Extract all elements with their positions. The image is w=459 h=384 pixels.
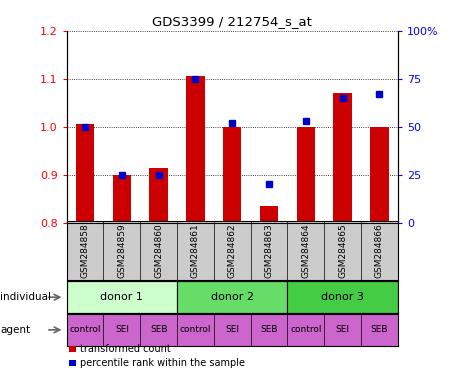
- Bar: [69, 360, 76, 366]
- Text: GSM284860: GSM284860: [154, 223, 163, 278]
- Text: control: control: [179, 325, 211, 334]
- Text: SEI: SEI: [225, 325, 239, 334]
- Text: GSM284861: GSM284861: [190, 223, 200, 278]
- Bar: [67, 281, 177, 313]
- Bar: [177, 281, 287, 313]
- Bar: [186, 76, 204, 384]
- Title: GDS3399 / 212754_s_at: GDS3399 / 212754_s_at: [152, 15, 312, 28]
- Text: GSM284865: GSM284865: [337, 223, 347, 278]
- Text: control: control: [69, 325, 101, 334]
- Text: GSM284862: GSM284862: [227, 223, 236, 278]
- Text: individual: individual: [0, 292, 51, 302]
- Text: control: control: [290, 325, 321, 334]
- Text: agent: agent: [0, 325, 30, 335]
- Text: SEB: SEB: [260, 325, 277, 334]
- Bar: [149, 167, 168, 384]
- Text: SEI: SEI: [115, 325, 129, 334]
- Bar: [69, 346, 76, 352]
- Text: donor 1: donor 1: [100, 292, 143, 302]
- Text: GSM284863: GSM284863: [264, 223, 273, 278]
- Text: SEB: SEB: [370, 325, 387, 334]
- Text: GSM284866: GSM284866: [374, 223, 383, 278]
- Bar: [287, 281, 397, 313]
- Text: transformed count: transformed count: [80, 344, 171, 354]
- Text: GSM284858: GSM284858: [80, 223, 90, 278]
- Text: donor 3: donor 3: [320, 292, 364, 302]
- Text: GSM284864: GSM284864: [301, 223, 310, 278]
- Bar: [259, 206, 278, 384]
- Text: percentile rank within the sample: percentile rank within the sample: [80, 358, 245, 368]
- Bar: [333, 93, 351, 384]
- Text: donor 2: donor 2: [210, 292, 253, 302]
- Bar: [296, 127, 314, 384]
- Bar: [76, 124, 94, 384]
- Bar: [223, 127, 241, 384]
- Text: GSM284859: GSM284859: [117, 223, 126, 278]
- Text: SEB: SEB: [150, 325, 167, 334]
- Text: SEI: SEI: [335, 325, 349, 334]
- Bar: [112, 175, 131, 384]
- Bar: [369, 127, 388, 384]
